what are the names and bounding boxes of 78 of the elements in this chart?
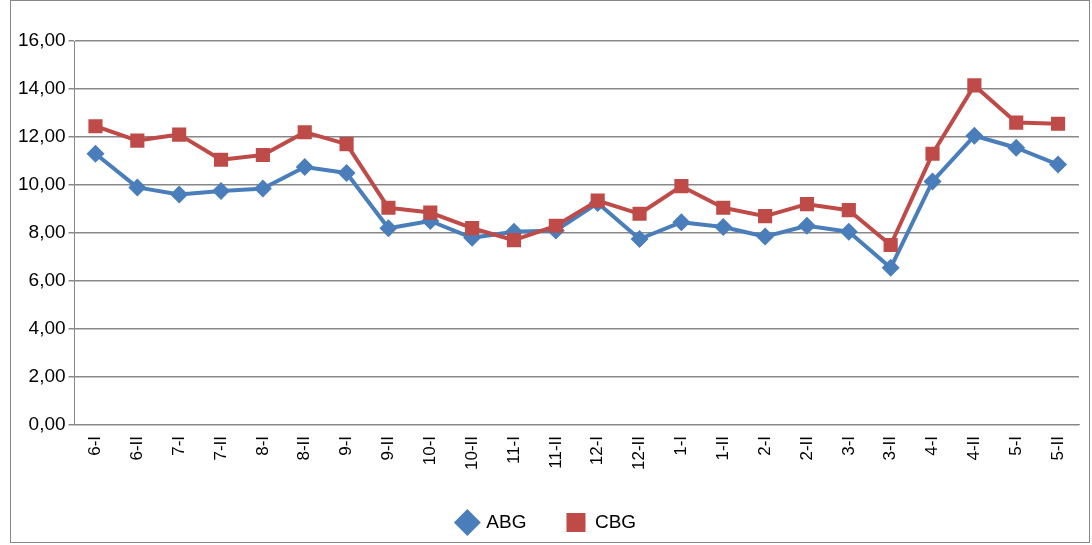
point <box>758 209 773 224</box>
x-tick-label: 8-II <box>294 435 314 461</box>
point <box>716 200 731 215</box>
y-tick-label: 8,00 <box>28 221 66 243</box>
x-tick-label: 6-I <box>85 435 105 456</box>
x-tick-label: 5-II <box>1047 435 1067 461</box>
point <box>337 163 356 182</box>
point <box>379 219 398 238</box>
point <box>170 185 189 204</box>
point <box>172 127 187 142</box>
point <box>213 152 229 167</box>
point <box>965 126 984 145</box>
y-tick-label: 14,00 <box>18 77 66 99</box>
legend-label: ABG <box>486 510 527 532</box>
point <box>255 147 270 163</box>
point <box>423 205 438 220</box>
x-tick-label: 12-I <box>587 435 607 466</box>
point <box>672 213 691 232</box>
x-tick-label: 3-II <box>880 435 900 461</box>
x-tick-label: 10-I <box>419 435 439 466</box>
x-tick-label: 4-I <box>922 435 942 456</box>
x-tick-label: 8-I <box>252 435 272 456</box>
point <box>1007 138 1026 157</box>
x-tick-label: 12-II <box>629 435 649 471</box>
y-tick-label: 2,00 <box>28 365 66 387</box>
x-tick-label: 6-II <box>127 435 147 461</box>
x-tick-label: 11-II <box>545 435 565 469</box>
point <box>297 125 312 140</box>
x-tick-label: 2-II <box>796 435 816 461</box>
x-tick-label: 3-I <box>838 435 858 456</box>
point <box>714 217 733 236</box>
x-tick-label: 7-I <box>168 435 188 456</box>
point <box>925 146 940 161</box>
y-tick-label: 0,00 <box>28 413 66 435</box>
point <box>86 144 105 163</box>
point <box>128 178 147 197</box>
y-tick-label: 12,00 <box>18 125 66 147</box>
point <box>799 197 815 212</box>
x-tick-label: 2-I <box>754 435 774 456</box>
point <box>381 200 396 215</box>
x-tick-label: 7-II <box>210 435 230 461</box>
point <box>212 181 231 200</box>
x-tick-label: 5-I <box>1005 435 1025 456</box>
point <box>883 237 898 253</box>
point <box>130 133 145 148</box>
point <box>841 203 856 218</box>
point <box>88 119 103 134</box>
point <box>295 158 314 176</box>
x-tick-label: 1-II <box>712 435 732 461</box>
x-tick-label: 9-II <box>378 435 398 461</box>
point <box>253 179 272 198</box>
point <box>630 229 649 248</box>
point <box>465 221 480 236</box>
point <box>1049 155 1068 174</box>
point <box>506 233 522 248</box>
y-tick-label: 16,00 <box>18 29 66 51</box>
point <box>756 227 775 246</box>
point <box>923 172 942 191</box>
point <box>881 258 900 277</box>
legend-label: CBG <box>594 510 637 532</box>
point <box>590 193 605 208</box>
x-tick-label: 4-II <box>964 435 984 461</box>
point <box>1051 116 1066 131</box>
y-tick-label: 4,00 <box>28 317 66 339</box>
point <box>839 222 858 241</box>
x-tick-label: 10-II <box>461 435 481 471</box>
x-tick-label: 9-I <box>336 435 356 456</box>
x-tick-label: 1-I <box>671 435 691 456</box>
point <box>797 216 816 235</box>
point <box>1009 115 1024 130</box>
point <box>967 78 982 93</box>
y-tick-label: 10,00 <box>18 173 66 195</box>
point <box>674 179 689 194</box>
point <box>548 218 563 233</box>
point <box>632 206 647 221</box>
x-tick-label: 11-I <box>503 435 523 465</box>
y-tick-label: 6,00 <box>28 269 66 291</box>
point <box>339 137 354 152</box>
